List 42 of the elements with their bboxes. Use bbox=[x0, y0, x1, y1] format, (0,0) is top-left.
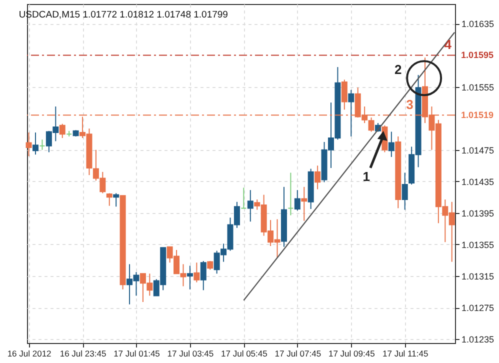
candlestick bbox=[32, 132, 39, 156]
candlestick bbox=[388, 131, 394, 158]
x-tick-label: 16 Jul 23:45 bbox=[60, 348, 106, 358]
ref-line-label: 1.01519 bbox=[461, 110, 494, 120]
ref-line-label: 1.01595 bbox=[461, 50, 494, 60]
x-tick-label: 17 Jul 01:45 bbox=[114, 348, 160, 358]
candlestick bbox=[294, 190, 300, 212]
y-tick-label: 1.01635 bbox=[462, 19, 494, 30]
x-tick-label: 17 Jul 09:45 bbox=[328, 348, 376, 358]
y-tick-label: 1.01355 bbox=[462, 240, 494, 250]
y-tick-label: 1.01435 bbox=[462, 176, 494, 187]
candlestick bbox=[288, 172, 294, 216]
candlestick bbox=[39, 139, 46, 150]
x-tick-label: 16 Jul 2012 bbox=[7, 348, 52, 358]
x-tick-label: 17 Jul 03:45 bbox=[167, 348, 214, 358]
candlestick bbox=[341, 79, 348, 110]
candlestick bbox=[200, 260, 206, 291]
candlestick bbox=[59, 123, 66, 139]
y-tick-label: 1.01475 bbox=[462, 145, 494, 156]
candlestick bbox=[26, 132, 32, 157]
candlestick bbox=[348, 89, 354, 137]
annotation: 1 bbox=[362, 168, 370, 184]
candlestick bbox=[247, 190, 254, 222]
annotation: 2 bbox=[394, 62, 402, 78]
candlestick bbox=[314, 165, 321, 190]
y-tick-label: 1.01275 bbox=[462, 303, 494, 314]
x-tick-label: 17 Jul 07:45 bbox=[274, 348, 322, 358]
y-tick-label: 1.01395 bbox=[462, 208, 494, 218]
candlestick bbox=[186, 265, 193, 290]
candlestick bbox=[106, 192, 112, 206]
y-tick-label: 1.01235 bbox=[462, 334, 494, 345]
annotation: 4 bbox=[444, 37, 452, 52]
candlestick bbox=[240, 187, 247, 209]
x-tick-label: 17 Jul 05:45 bbox=[221, 348, 268, 358]
candlestick bbox=[113, 192, 120, 208]
candlestick bbox=[194, 262, 200, 283]
x-tick-label: 17 Jul 11:45 bbox=[382, 348, 428, 358]
y-tick-label: 1.01555 bbox=[462, 82, 494, 92]
annotation: 3 bbox=[406, 97, 414, 112]
candlestick bbox=[402, 172, 408, 210]
candlestick bbox=[301, 186, 308, 222]
y-tick-label: 1.01315 bbox=[462, 271, 494, 282]
